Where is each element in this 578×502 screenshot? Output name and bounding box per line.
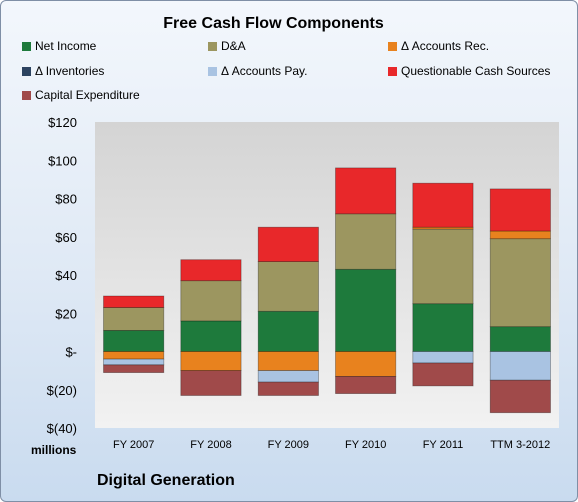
legend-label: Capital Expenditure xyxy=(35,88,140,102)
units-label: millions xyxy=(31,443,77,457)
bar-segment xyxy=(335,167,397,215)
legend-item-accounts-rec: Δ Accounts Rec. xyxy=(388,39,489,53)
company-label: Digital Generation xyxy=(97,472,235,489)
chart-title: Free Cash Flow Components xyxy=(163,15,384,32)
bar-segment xyxy=(180,280,242,322)
legend-item-questionable-cash: Questionable Cash Sources xyxy=(388,64,550,78)
bar-segment xyxy=(335,351,397,377)
legend-label: Δ Inventories xyxy=(35,64,105,78)
legend-swatch xyxy=(22,42,31,51)
x-tick-label: FY 2007 xyxy=(113,439,154,451)
bar-segment xyxy=(257,261,319,312)
legend-label: D&A xyxy=(221,39,246,53)
x-tick-label: FY 2011 xyxy=(423,439,464,451)
bar-segment xyxy=(412,182,474,228)
bar-segment xyxy=(257,351,319,372)
plot-background xyxy=(95,122,559,428)
y-tick-label: $- xyxy=(65,345,77,360)
bar-segment xyxy=(103,364,165,373)
legend-swatch xyxy=(208,67,217,76)
x-tick-label: FY 2009 xyxy=(268,439,309,451)
legend-item-capex: Capital Expenditure xyxy=(22,88,140,102)
legend-label: Net Income xyxy=(35,39,97,53)
legend-item-da: D&A xyxy=(208,39,246,53)
bar-segment xyxy=(257,226,319,262)
y-tick-label: $60 xyxy=(55,230,77,245)
bar-segment xyxy=(489,326,551,352)
bar-segment xyxy=(412,303,474,352)
legend-label: Δ Accounts Rec. xyxy=(401,39,490,53)
bar-segment xyxy=(180,351,242,372)
y-tick-label: $(40) xyxy=(47,421,77,436)
bar-segment xyxy=(257,381,319,396)
legend-item-accounts-pay: Δ Accounts Pay. xyxy=(208,64,308,78)
bar-segment xyxy=(257,310,319,352)
legend-swatch xyxy=(22,67,31,76)
legend-label: Questionable Cash Sources xyxy=(401,64,551,78)
bar-segment xyxy=(412,228,474,305)
bar-segment xyxy=(103,358,165,366)
bar-segment xyxy=(257,370,319,383)
bar-segment xyxy=(180,259,242,282)
x-tick-label: TTM 3-2012 xyxy=(490,439,550,451)
y-tick-label: $80 xyxy=(55,192,77,207)
y-tick-label: $20 xyxy=(55,306,77,321)
bar-segment xyxy=(412,362,474,387)
bar-segment xyxy=(180,370,242,396)
legend-swatch xyxy=(22,91,31,100)
legend-label: Δ Accounts Pay. xyxy=(221,64,308,78)
legend-item-inventories: Δ Inventories xyxy=(22,64,104,78)
bar-segment xyxy=(489,379,551,414)
legend-swatch xyxy=(388,42,397,51)
bar-segment xyxy=(489,238,551,328)
bar-segment xyxy=(103,351,165,360)
bar-segment xyxy=(489,188,551,232)
bar-segment xyxy=(489,230,551,240)
bar-segment xyxy=(180,320,242,352)
bar-segment xyxy=(103,295,165,308)
bar-segment xyxy=(335,375,397,394)
y-tick-label: $(20) xyxy=(47,383,77,398)
bar-segment xyxy=(103,307,165,331)
y-tick-label: $100 xyxy=(48,153,77,168)
x-tick-label: FY 2008 xyxy=(190,439,231,451)
bar-segment xyxy=(103,330,165,352)
x-tick-label: FY 2010 xyxy=(345,439,386,451)
bar-segment xyxy=(489,351,551,381)
legend-swatch xyxy=(208,42,217,51)
bar-segment xyxy=(412,351,474,364)
y-tick-label: $120 xyxy=(48,115,77,130)
y-tick-label: $40 xyxy=(55,268,77,283)
legend-item-net-income: Net Income xyxy=(22,39,96,53)
bar-segment xyxy=(335,268,397,352)
bar-segment xyxy=(335,213,397,270)
legend-swatch xyxy=(388,67,397,76)
